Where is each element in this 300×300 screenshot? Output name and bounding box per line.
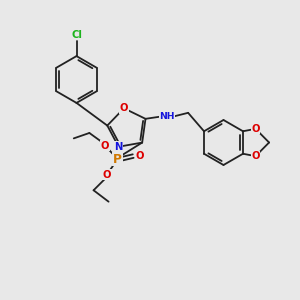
Text: O: O (136, 151, 144, 161)
Text: O: O (251, 151, 260, 161)
Text: O: O (103, 170, 111, 180)
Text: P: P (113, 153, 122, 166)
Text: O: O (251, 124, 260, 134)
Text: Cl: Cl (71, 29, 82, 40)
Text: O: O (120, 103, 128, 113)
Text: N: N (114, 142, 123, 152)
Text: O: O (101, 141, 109, 151)
Text: NH: NH (159, 112, 175, 121)
